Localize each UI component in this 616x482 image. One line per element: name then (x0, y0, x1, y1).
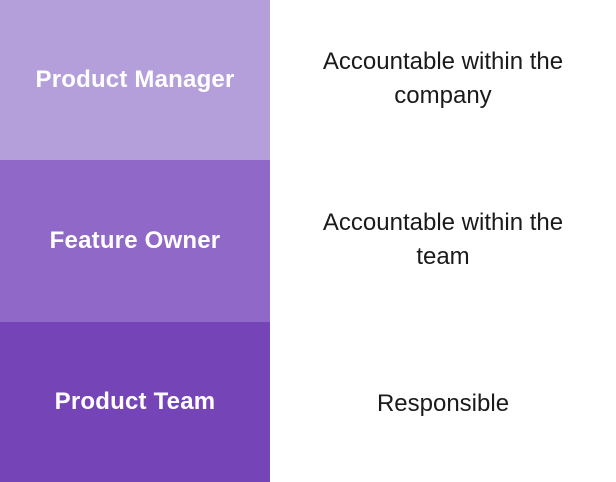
role-cell-product-manager: Product Manager (0, 0, 270, 160)
role-cell-product-team: Product Team (0, 322, 270, 482)
description-label: Accountable within the company (322, 48, 564, 109)
role-cell-feature-owner: Feature Owner (0, 160, 270, 322)
description-label: Accountable within the team (322, 209, 564, 270)
row-product-manager: Product Manager Accountable within the c… (0, 0, 616, 160)
row-feature-owner: Feature Owner Accountable within the tea… (0, 160, 616, 322)
description-cell-product-team: Responsible (270, 322, 616, 482)
description-cell-product-manager: Accountable within the company (270, 0, 616, 160)
role-label: Product Team (54, 388, 216, 415)
row-product-team: Product Team Responsible (0, 322, 616, 482)
role-label: Feature Owner (49, 227, 221, 254)
description-cell-feature-owner: Accountable within the team (270, 160, 616, 322)
role-label: Product Manager (35, 66, 235, 93)
description-label: Responsible (376, 390, 510, 417)
